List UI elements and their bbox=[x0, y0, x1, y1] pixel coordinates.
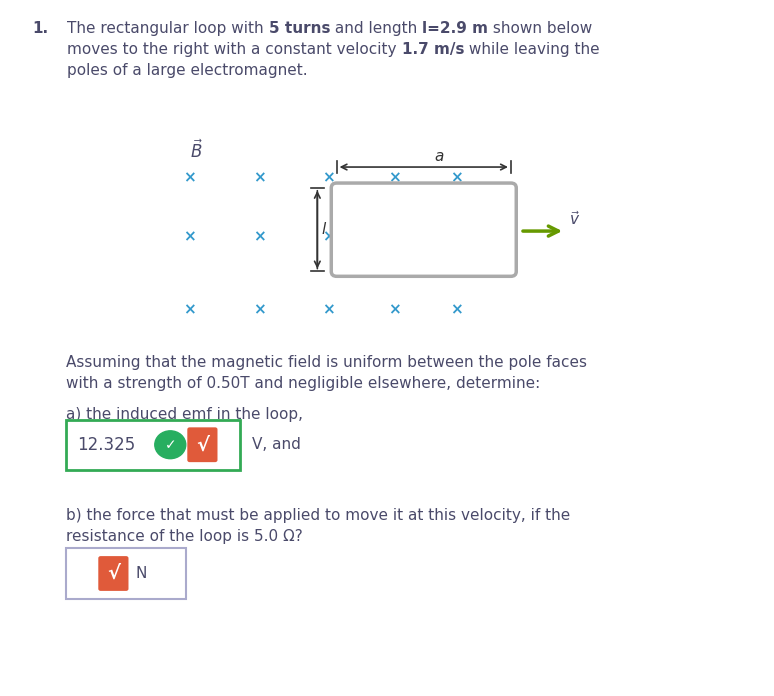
Text: ×: × bbox=[253, 229, 265, 244]
Text: 1.7 m/s: 1.7 m/s bbox=[402, 42, 464, 57]
Text: ×: × bbox=[323, 229, 335, 244]
Text: l=2.9 m: l=2.9 m bbox=[423, 21, 488, 36]
Text: √: √ bbox=[107, 564, 120, 583]
Text: ×: × bbox=[323, 170, 335, 185]
FancyBboxPatch shape bbox=[66, 420, 240, 470]
FancyBboxPatch shape bbox=[331, 183, 516, 276]
FancyBboxPatch shape bbox=[187, 427, 217, 462]
Text: poles of a large electromagnet.: poles of a large electromagnet. bbox=[67, 63, 308, 78]
FancyBboxPatch shape bbox=[66, 548, 186, 599]
Text: ✓: ✓ bbox=[164, 438, 176, 452]
Text: ×: × bbox=[253, 170, 265, 185]
Text: shown below: shown below bbox=[488, 21, 593, 36]
Text: The rectangular loop with: The rectangular loop with bbox=[67, 21, 269, 36]
Text: √: √ bbox=[196, 435, 209, 454]
Text: V, and: V, and bbox=[252, 437, 300, 452]
Text: and length: and length bbox=[330, 21, 423, 36]
Text: moves to the right with a constant velocity: moves to the right with a constant veloc… bbox=[67, 42, 402, 57]
Text: a) the induced emf in the loop,: a) the induced emf in the loop, bbox=[66, 407, 303, 422]
Text: ×: × bbox=[389, 170, 401, 185]
Text: ×: × bbox=[183, 170, 196, 185]
Text: $\vec{B}$: $\vec{B}$ bbox=[190, 139, 203, 161]
Text: a: a bbox=[434, 148, 444, 164]
Text: ×: × bbox=[389, 302, 401, 317]
Text: Assuming that the magnetic field is uniform between the pole faces
with a streng: Assuming that the magnetic field is unif… bbox=[66, 355, 587, 391]
Text: 5 turns: 5 turns bbox=[269, 21, 330, 36]
Text: ×: × bbox=[323, 302, 335, 317]
FancyBboxPatch shape bbox=[98, 556, 128, 591]
Text: ×: × bbox=[183, 229, 196, 244]
Text: $\vec{v}$: $\vec{v}$ bbox=[569, 209, 580, 228]
Text: N: N bbox=[135, 566, 147, 581]
Text: b) the force that must be applied to move it at this velocity, if the
resistance: b) the force that must be applied to mov… bbox=[66, 508, 570, 544]
Text: ×: × bbox=[450, 170, 463, 185]
Text: ×: × bbox=[183, 302, 196, 317]
Text: 1.: 1. bbox=[33, 21, 49, 36]
Text: ×: × bbox=[253, 302, 265, 317]
Text: ×: × bbox=[450, 302, 463, 317]
Text: ×: × bbox=[389, 229, 401, 244]
Text: 12.325: 12.325 bbox=[77, 436, 135, 454]
Text: l: l bbox=[321, 222, 325, 237]
Text: ×: × bbox=[450, 229, 463, 244]
Circle shape bbox=[155, 431, 186, 459]
Text: while leaving the: while leaving the bbox=[464, 42, 600, 57]
